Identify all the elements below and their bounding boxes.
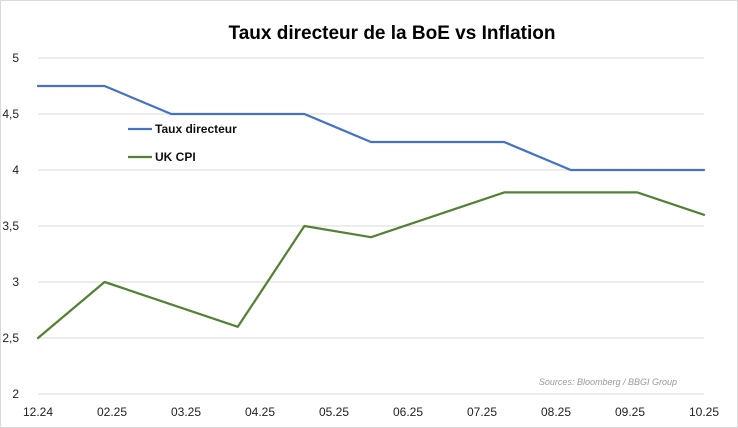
gridlines: [38, 57, 704, 395]
series-line: [36, 191, 706, 340]
chart-title: Taux directeur de la BoE vs Inflation: [229, 23, 556, 44]
x-tick-label: 08.25: [541, 405, 571, 419]
y-tick-label: 3: [12, 275, 19, 289]
x-tick-label: 07.25: [467, 405, 497, 419]
series-line: [36, 84, 706, 172]
x-tick-label: 09.25: [615, 405, 645, 419]
x-axis-ticks: 12.24 02.25 03.25 04.25 05.25 06.25 07.25 08.25…: [23, 405, 719, 419]
series-lines: [36, 84, 706, 340]
y-tick-label: 3,5: [2, 219, 19, 233]
y-tick-label: 4: [12, 163, 19, 177]
legend-label: Taux directeur: [155, 122, 237, 136]
y-tick-label: 4,5: [2, 107, 19, 121]
x-tick-label: 04.25: [245, 405, 275, 419]
legend: Taux directeur UK CPI: [128, 122, 237, 164]
y-tick-label: 2: [12, 387, 19, 401]
x-tick-label: 06.25: [393, 405, 423, 419]
x-tick-label: 10.25: [689, 405, 719, 419]
y-tick-label: 5: [12, 51, 19, 65]
legend-label: UK CPI: [155, 150, 196, 164]
y-tick-label: 2,5: [2, 331, 19, 345]
x-tick-label: 05.25: [319, 405, 349, 419]
x-tick-label: 02.25: [97, 405, 127, 419]
x-tick-label: 12.24: [23, 405, 53, 419]
x-tick-label: 03.25: [171, 405, 201, 419]
y-axis-ticks: 2 2,5 3 3,5 4 4,5 5: [2, 51, 19, 401]
source-note: Sources: Bloomberg / BBGI Group: [539, 377, 677, 387]
